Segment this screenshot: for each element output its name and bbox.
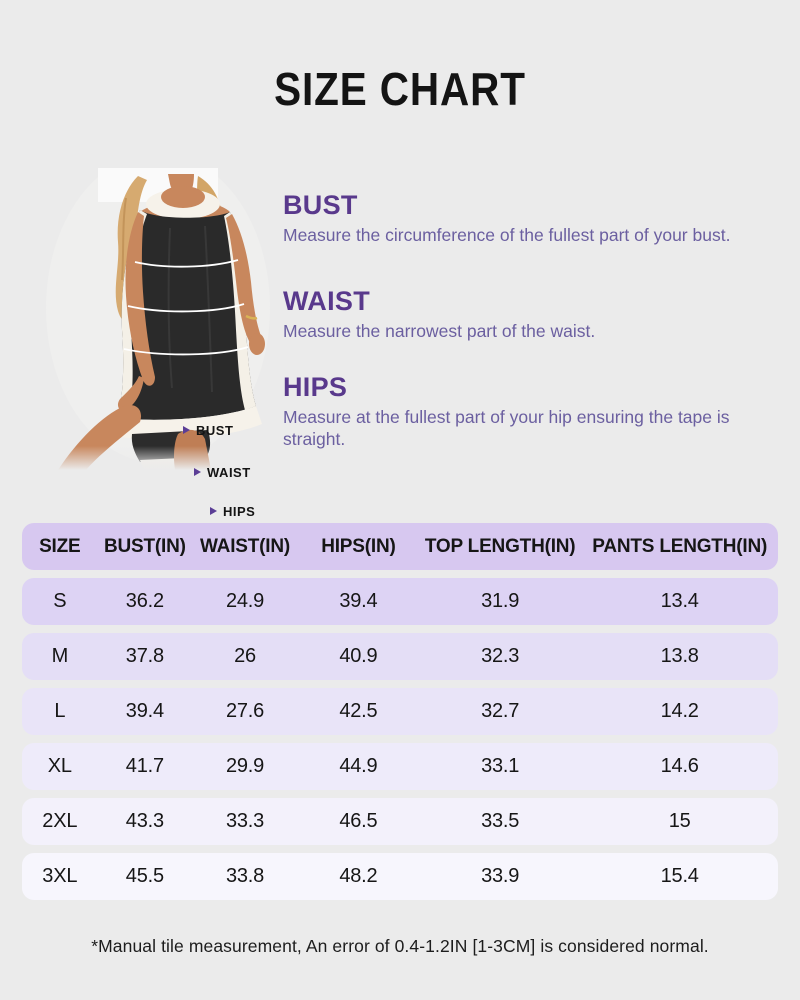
table-row: XL 41.7 29.9 44.9 33.1 14.6 [22,743,778,790]
value-cell: 39.4 [339,590,378,612]
value-cell: 33.1 [481,755,520,777]
table-row: M 37.8 26 40.9 32.3 13.8 [22,633,778,680]
value-cell: 42.5 [339,700,378,722]
value-cell: 44.9 [339,755,378,777]
figure-label-text: WAIST [207,464,251,480]
figure-label-text: HIPS [223,503,256,519]
size-table: SIZE BUST(IN) WAIST(IN) HIPS(IN) TOP LEN… [22,523,778,908]
model-illustration [40,168,270,470]
value-cell: 24.9 [225,590,265,612]
table-row: 3XL 45.5 33.8 48.2 33.9 15.4 [22,853,778,900]
arrow-right-icon [194,468,201,476]
guide-section-waist: WAIST Measure the narrowest part of the … [283,286,765,342]
table-row: L 39.4 27.6 42.5 32.7 14.2 [22,688,778,735]
guide-section-bust: BUST Measure the circumference of the fu… [283,190,765,246]
value-cell: 14.6 [660,755,699,777]
value-cell: 15.4 [660,865,699,887]
product-photo: BUST WAIST HIPS [40,168,270,519]
value-cell: 33.5 [481,810,520,832]
footnote: *Manual tile measurement, An error of 0.… [91,936,709,956]
value-cell: 36.2 [125,590,164,612]
column-header-waist: WAIST(IN) [199,535,291,557]
value-cell: 43.3 [125,810,164,832]
size-cell: M [51,645,69,667]
value-cell: 13.4 [660,590,699,612]
table-header-row: SIZE BUST(IN) WAIST(IN) HIPS(IN) TOP LEN… [22,523,778,570]
value-cell: 45.5 [125,865,164,887]
page-title: SIZE CHART [274,63,526,115]
value-cell: 15 [668,810,691,832]
figure-label-bust: BUST [183,422,234,438]
value-cell: 41.7 [125,755,164,777]
column-header-pants-length: PANTS LENGTH(IN) [592,535,768,557]
column-header-size: SIZE [39,535,81,557]
table-row: S 36.2 24.9 39.4 31.9 13.4 [22,578,778,625]
value-cell: 14.2 [660,700,699,722]
guide-description: Measure the circumference of the fullest… [283,225,731,245]
figure-label-hips: HIPS [210,503,256,519]
table-body: S 36.2 24.9 39.4 31.9 13.4 M 37.8 26 40.9 32.3 13.8… [22,578,778,900]
value-cell: 31.9 [481,590,520,612]
guide-heading: HIPS [283,372,348,402]
value-cell: 32.3 [481,645,520,667]
guide-section-hips: HIPS Measure at the fullest part of your… [283,372,765,450]
size-cell: L [54,700,66,722]
size-cell: XL [47,755,72,777]
value-cell: 26 [234,645,256,667]
value-cell: 37.8 [125,645,164,667]
guide-heading: BUST [283,190,358,220]
column-header-bust: BUST(IN) [103,535,186,557]
value-cell: 33.9 [481,865,520,887]
table-row: 2XL 43.3 33.3 46.5 33.5 15 [22,798,778,845]
arrow-right-icon [210,507,217,515]
guide-description: Measure the narrowest part of the waist. [283,321,596,341]
value-cell: 29.9 [225,755,265,777]
size-cell: 3XL [42,865,78,887]
value-cell: 32.7 [481,700,520,722]
figure-label-text: BUST [196,422,234,438]
guide-heading: WAIST [283,286,370,316]
value-cell: 33.8 [225,865,265,887]
value-cell: 40.9 [339,645,378,667]
size-cell: S [53,590,67,612]
arrow-right-icon [183,426,190,434]
guide-description: Measure at the fullest part of your hip … [283,407,730,449]
column-header-top-length: TOP LENGTH(IN) [424,535,576,557]
value-cell: 48.2 [339,865,378,887]
figure-label-waist: WAIST [194,464,251,480]
value-cell: 27.6 [225,700,265,722]
value-cell: 46.5 [339,810,378,832]
value-cell: 13.8 [660,645,699,667]
size-cell: 2XL [42,810,78,832]
value-cell: 33.3 [225,810,265,832]
value-cell: 39.4 [125,700,164,722]
column-header-hips: HIPS(IN) [321,535,396,557]
